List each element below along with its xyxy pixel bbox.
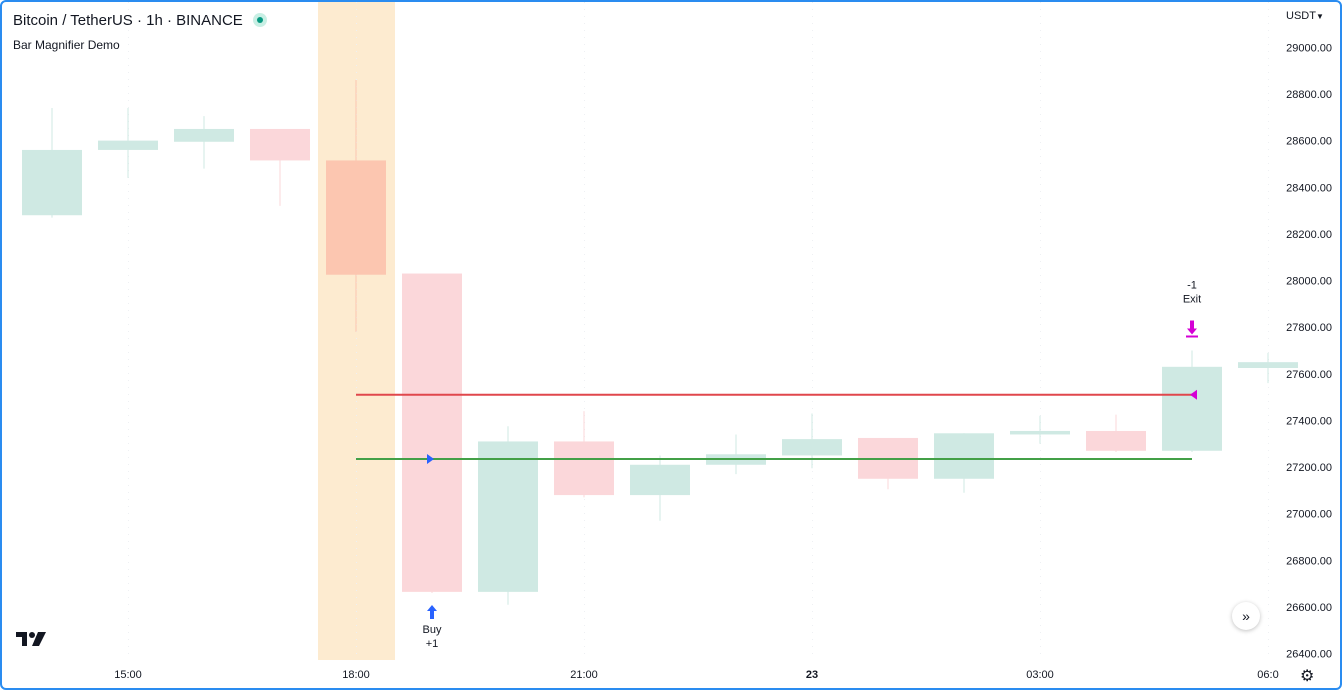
- symbol-legend[interactable]: Bitcoin / TetherUS · 1h · BINANCE: [13, 12, 267, 29]
- currency-label: USDT: [1286, 10, 1316, 22]
- chevron-down-icon: ▼: [1315, 12, 1324, 21]
- y-axis-tick-label: 26400.00: [1286, 649, 1332, 661]
- gear-icon[interactable]: ⚙: [1300, 668, 1315, 685]
- y-axis-tick-label: 28800.00: [1286, 89, 1332, 101]
- candle-up: [174, 128, 234, 142]
- y-axis-tick-label: 27800.00: [1286, 322, 1332, 334]
- y-axis-tick-label: 28000.00: [1286, 276, 1332, 288]
- candle-up: [1238, 362, 1298, 368]
- x-axis-tick-label: 23: [806, 669, 818, 681]
- exit-marker: [1190, 389, 1197, 400]
- symbol-title: Bitcoin / TetherUS · 1h · BINANCE: [13, 12, 243, 29]
- y-axis-tick-label: 26600.00: [1286, 602, 1332, 614]
- x-axis-tick-label: 06:0: [1257, 669, 1278, 681]
- candle-up: [630, 464, 690, 496]
- buy-arrow-icon: [427, 605, 437, 620]
- exit-arrow-base: [1186, 335, 1198, 338]
- y-axis-tick-label: 29000.00: [1286, 42, 1332, 54]
- double-chevron-right-icon: »: [1242, 608, 1250, 624]
- buy-entry-marker: [427, 453, 434, 464]
- y-axis-tick-label: 27400.00: [1286, 415, 1332, 427]
- scroll-to-realtime-button[interactable]: »: [1232, 602, 1260, 630]
- y-axis-tick-label: 27200.00: [1286, 462, 1332, 474]
- y-axis-tick-label: 28200.00: [1286, 229, 1332, 241]
- candle-up: [1162, 366, 1222, 451]
- currency-selector[interactable]: USDT▼: [1286, 10, 1324, 22]
- candle-up: [478, 441, 538, 592]
- x-axis-tick-label: 18:00: [342, 669, 370, 681]
- buy-label: Buy: [423, 624, 442, 636]
- x-axis-tick-label: 15:00: [114, 669, 142, 681]
- exit-arrow-icon: [1187, 320, 1197, 335]
- buy-quantity: +1: [426, 638, 439, 650]
- candle-down: [1086, 430, 1146, 451]
- y-axis-tick-label: 27600.00: [1286, 369, 1332, 381]
- y-axis-tick-label: 27000.00: [1286, 509, 1332, 521]
- market-status-icon: [252, 13, 267, 27]
- x-axis-tick-label: 21:00: [570, 669, 598, 681]
- candle-up: [1010, 430, 1070, 435]
- x-axis-tick-label: 03:00: [1026, 669, 1054, 681]
- candle-down: [554, 441, 614, 496]
- candle-up: [98, 140, 158, 150]
- candle-down: [402, 273, 462, 592]
- candle-down: [250, 128, 310, 161]
- y-axis-tick-label: 26800.00: [1286, 555, 1332, 567]
- candle-up: [22, 149, 82, 216]
- candle-up: [782, 439, 842, 456]
- y-axis-tick-label: 28600.00: [1286, 136, 1332, 148]
- candle-down: [326, 160, 386, 275]
- indicator-title[interactable]: Bar Magnifier Demo: [13, 38, 120, 52]
- tradingview-logo-icon[interactable]: [16, 630, 48, 653]
- exit-label: Exit: [1183, 293, 1201, 305]
- exit-quantity: -1: [1187, 279, 1197, 291]
- y-axis-tick-label: 28400.00: [1286, 182, 1332, 194]
- candle-up: [934, 433, 994, 479]
